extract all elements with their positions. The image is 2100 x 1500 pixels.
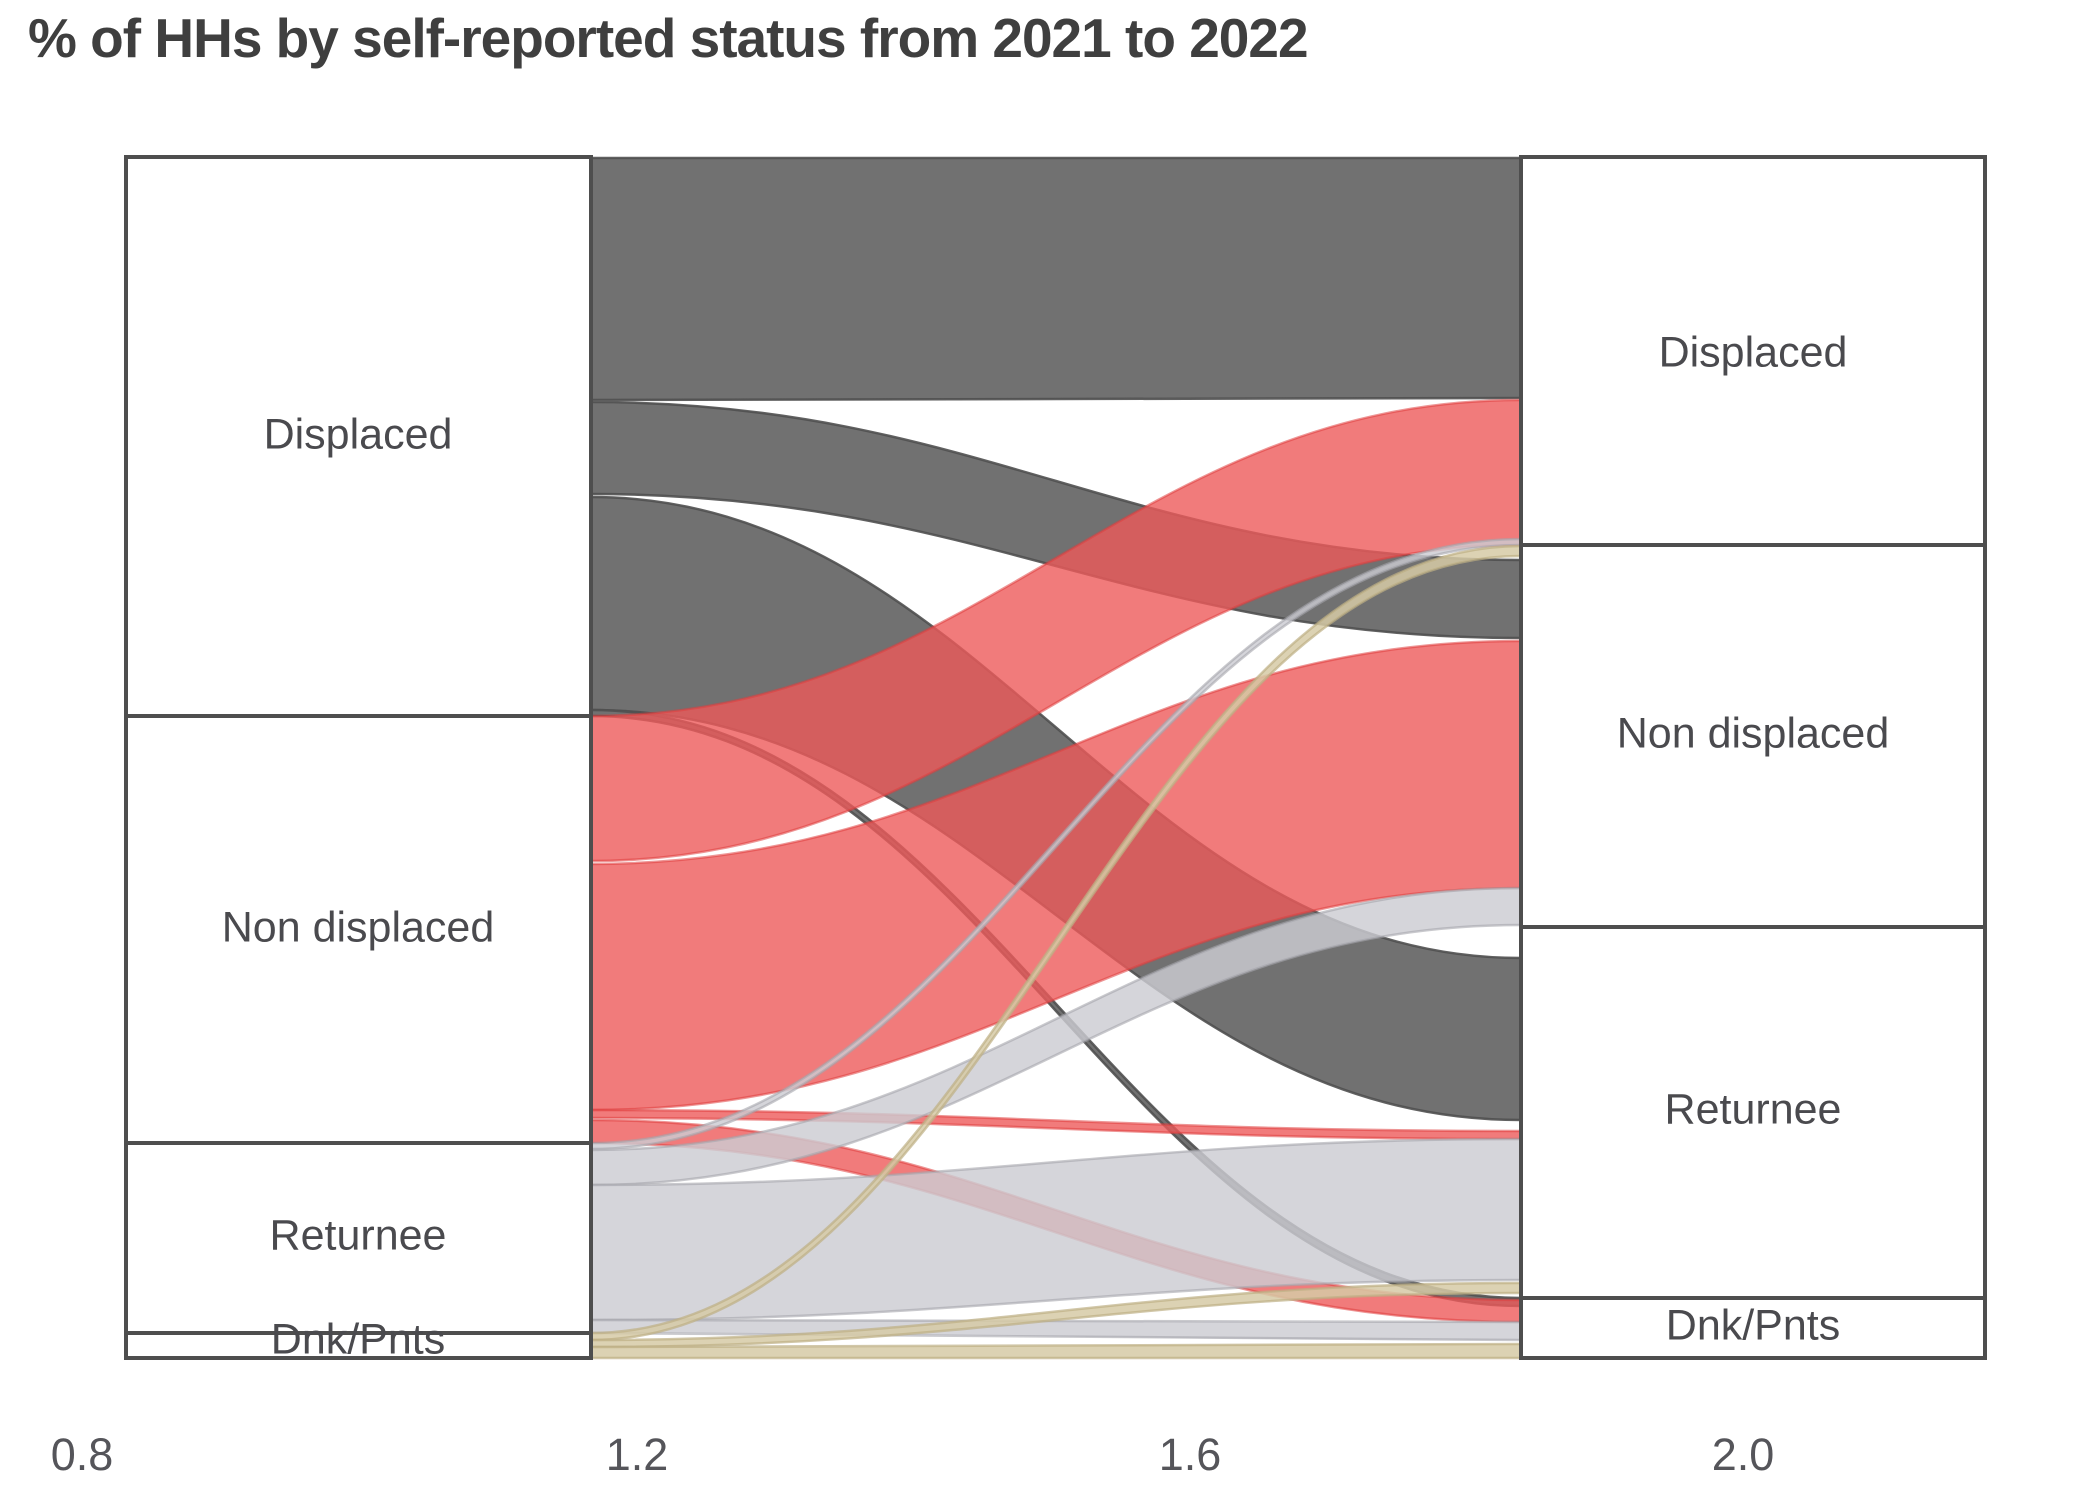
flow-non-displaced-to-returnee-bottom-edge <box>590 1116 1522 1141</box>
node-label-2021-displaced: Displaced <box>264 410 453 458</box>
flow-returnee-to-displaced <box>591 539 1521 1149</box>
node-2021-displaced <box>124 155 593 718</box>
node-2022-non-displaced <box>1519 543 1987 929</box>
x-tick-1.6: 1.6 <box>1159 1429 1222 1480</box>
flow-non-displaced-to-displaced-bottom-edge <box>590 543 1522 863</box>
flow-non-displaced-to-displaced-top-edge <box>590 398 1522 718</box>
flow-returnee-to-non-displaced-top-edge <box>590 886 1522 1152</box>
flow-dnk-pnts-to-returnee-bottom-edge <box>590 1291 1522 1349</box>
x-tick-0.8: 0.8 <box>51 1429 114 1480</box>
node-2022-displaced <box>1519 155 1987 547</box>
flow-dnk-pnts-to-returnee-top-edge <box>590 1281 1522 1342</box>
node-label-2022-non-displaced: Non displaced <box>1617 709 1890 757</box>
x-tick-2.0: 2.0 <box>1712 1429 1775 1480</box>
flow-returnee-to-returnee-top-edge <box>590 1137 1522 1187</box>
flow-returnee-to-non-displaced-bottom-edge <box>590 923 1522 1187</box>
node-2022-dnk-pnts <box>1519 1296 1987 1360</box>
node-label-2022-displaced: Displaced <box>1659 328 1848 376</box>
node-label-2021-returnee: Returnee <box>270 1211 447 1259</box>
labels-layer: Displaced Non displaced Returnee Dnk/Pnts Di… <box>222 328 1890 1363</box>
flow-returnee-to-dnk-pnts <box>591 1320 1521 1340</box>
flow-dnk-pnts-to-non-displaced-bottom-edge <box>590 554 1522 1342</box>
flow-non-displaced-to-non-displaced <box>591 641 1521 1110</box>
flow-non-displaced-to-displaced <box>591 400 1521 861</box>
chart-title: % of HHs by self-reported status from 20… <box>28 7 1309 69</box>
node-label-2021-non-displaced: Non displaced <box>222 903 495 951</box>
flow-returnee-to-returnee <box>591 1139 1521 1320</box>
flow-dnk-pnts-to-dnk-pnts-top-edge <box>590 1342 1522 1349</box>
flows-layer <box>590 156 1522 1360</box>
node-label-2022-returnee: Returnee <box>1665 1085 1842 1133</box>
flow-returnee-to-dnk-pnts-bottom-edge <box>590 1331 1522 1342</box>
flow-non-displaced-to-non-displaced-bottom-edge <box>590 886 1522 1112</box>
flow-returnee-to-returnee-bottom-edge <box>590 1278 1522 1322</box>
node-2022-returnee <box>1519 925 1987 1300</box>
flow-returnee-to-non-displaced <box>591 888 1521 1185</box>
x-axis: 0.8 1.2 1.6 2.0 <box>51 1429 1775 1480</box>
flow-displaced-to-displaced-bottom-edge <box>590 396 1522 402</box>
node-2021-returnee <box>124 1141 593 1335</box>
nodes-layer <box>124 155 1987 1360</box>
flow-non-displaced-to-non-displaced-top-edge <box>590 639 1522 866</box>
flow-displaced-to-displaced <box>591 158 1521 400</box>
node-label-2021-dnk-pnts: Dnk/Pnts <box>271 1315 445 1363</box>
flow-displaced-to-dnk-pnts <box>591 710 1521 1306</box>
flow-returnee-to-displaced-top-edge <box>590 537 1522 1145</box>
flow-dnk-pnts-to-non-displaced <box>591 546 1521 1340</box>
x-tick-1.2: 1.2 <box>606 1429 669 1480</box>
flow-dnk-pnts-to-non-displaced-top-edge <box>590 544 1522 1335</box>
flow-returnee-to-displaced-bottom-edge <box>590 543 1522 1151</box>
node-2021-dnk-pnts <box>124 1331 593 1360</box>
node-label-2022-dnk-pnts: Dnk/Pnts <box>1666 1301 1840 1349</box>
